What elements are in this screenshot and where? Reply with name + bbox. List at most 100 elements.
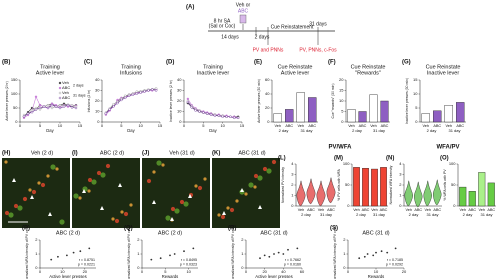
group-label: 2 day <box>279 128 289 133</box>
x-tick-label: 0 <box>101 123 104 128</box>
point <box>380 250 383 253</box>
cell <box>28 188 32 192</box>
cell <box>55 167 59 171</box>
section-title: WFA/PV <box>436 145 459 151</box>
x-tick-label: 60 <box>300 269 305 274</box>
point <box>229 115 232 118</box>
y-tick-label: 100 <box>11 91 18 96</box>
cell <box>194 184 198 188</box>
panel-label: (Q) <box>124 226 133 232</box>
chart-title: Training <box>121 64 141 70</box>
y-tick-label: 0 <box>15 119 18 124</box>
y-tick-label: 100 <box>449 161 456 166</box>
y-tick-label: 0 <box>97 119 100 124</box>
y-tick-label: 1 <box>399 193 402 198</box>
x-tick-label: ABC <box>380 208 388 212</box>
x-tick-label: ABC <box>433 124 441 128</box>
arrowhead <box>152 200 156 204</box>
point <box>154 87 158 90</box>
bar <box>369 94 378 123</box>
timeline-text: 8 hr SA <box>214 18 231 24</box>
y-tick-label: 0 <box>415 119 418 124</box>
bar <box>358 111 367 123</box>
panel-label: (L) <box>278 156 286 162</box>
panel-label: (D) <box>166 60 174 66</box>
point <box>72 251 75 254</box>
group-label: 31 day <box>448 128 460 133</box>
x-axis-label: Rewards <box>162 274 179 279</box>
y-tick-label: 0 <box>267 119 270 124</box>
point <box>65 254 68 257</box>
chart: (P) ABC (2 d) 0 1 2 Normalized WFA intensity … <box>22 226 96 279</box>
schematic: (A) Veh or ABC 8 hr SA (Sal or Coc) 14 d… <box>186 2 337 53</box>
y-tick-label: 40 <box>177 77 182 82</box>
series-line <box>105 88 157 113</box>
point <box>394 247 397 250</box>
y-tick-label: 2 <box>343 237 346 242</box>
micrograph <box>2 158 70 228</box>
panel-label: (S) <box>330 226 338 232</box>
y-axis-label: Active lever presses (30 min) <box>257 79 261 123</box>
cell <box>100 172 106 178</box>
bar <box>433 110 442 123</box>
point <box>296 247 299 250</box>
x-tick-label: ABC <box>307 208 315 212</box>
x-tick-label: 5 <box>202 123 205 128</box>
cell <box>129 203 133 207</box>
point <box>123 96 127 100</box>
group-label: 2 day <box>427 128 437 133</box>
point <box>120 98 123 102</box>
drug-label: Veh or <box>236 2 251 8</box>
point <box>139 91 142 94</box>
x-tick-label: Veh <box>405 208 412 212</box>
cell <box>174 208 180 214</box>
point <box>282 253 285 255</box>
x-tick-label: 10 <box>374 269 379 274</box>
point <box>186 97 190 101</box>
point <box>50 103 54 107</box>
x-tick-label: ABC <box>381 124 389 128</box>
x-tick-label: Veh <box>422 124 429 128</box>
point <box>66 103 70 107</box>
x-tick-label: 20 <box>83 269 88 274</box>
y-tick-label: 1 <box>343 251 346 256</box>
chart-title: Inactive lever <box>427 70 460 76</box>
bar <box>296 92 305 123</box>
cell <box>13 203 19 209</box>
violin <box>306 178 316 205</box>
panel-label: (J) <box>142 151 149 157</box>
x-tick-label: Veh <box>274 124 281 128</box>
legend-marker <box>58 81 62 85</box>
group-label: 2 day <box>352 128 362 133</box>
y-tick-label: 50 <box>451 182 456 187</box>
y-axis-label: Cue "rewards" (30 min) <box>331 83 335 118</box>
bar <box>456 102 465 123</box>
panel-label: (H) <box>2 151 10 157</box>
point <box>213 114 217 117</box>
point <box>169 254 171 257</box>
point <box>58 106 62 110</box>
annotation: r = 0.7662 <box>285 258 301 262</box>
x-tick-label: 0 <box>183 123 186 128</box>
cell <box>156 160 162 166</box>
point <box>233 116 236 120</box>
point <box>46 106 50 110</box>
cell <box>257 175 263 181</box>
y-axis-label: Normalized WFA intensity of PV cells <box>127 226 131 279</box>
y-tick-label: 0 <box>137 265 140 270</box>
arrowhead <box>170 217 174 221</box>
point <box>50 106 54 110</box>
y-tick-label: 20 <box>95 98 100 103</box>
violin <box>316 180 326 207</box>
group-label: 31 day <box>320 212 332 217</box>
x-tick-label: ABC <box>285 124 293 128</box>
chart: (Q) ABC (2 d) 0 1 2 Normalized WFA intensity … <box>124 226 198 279</box>
cell <box>226 206 230 210</box>
y-tick-label: 30 <box>95 88 100 93</box>
point <box>205 112 209 115</box>
cell <box>40 182 46 188</box>
point <box>135 92 139 95</box>
